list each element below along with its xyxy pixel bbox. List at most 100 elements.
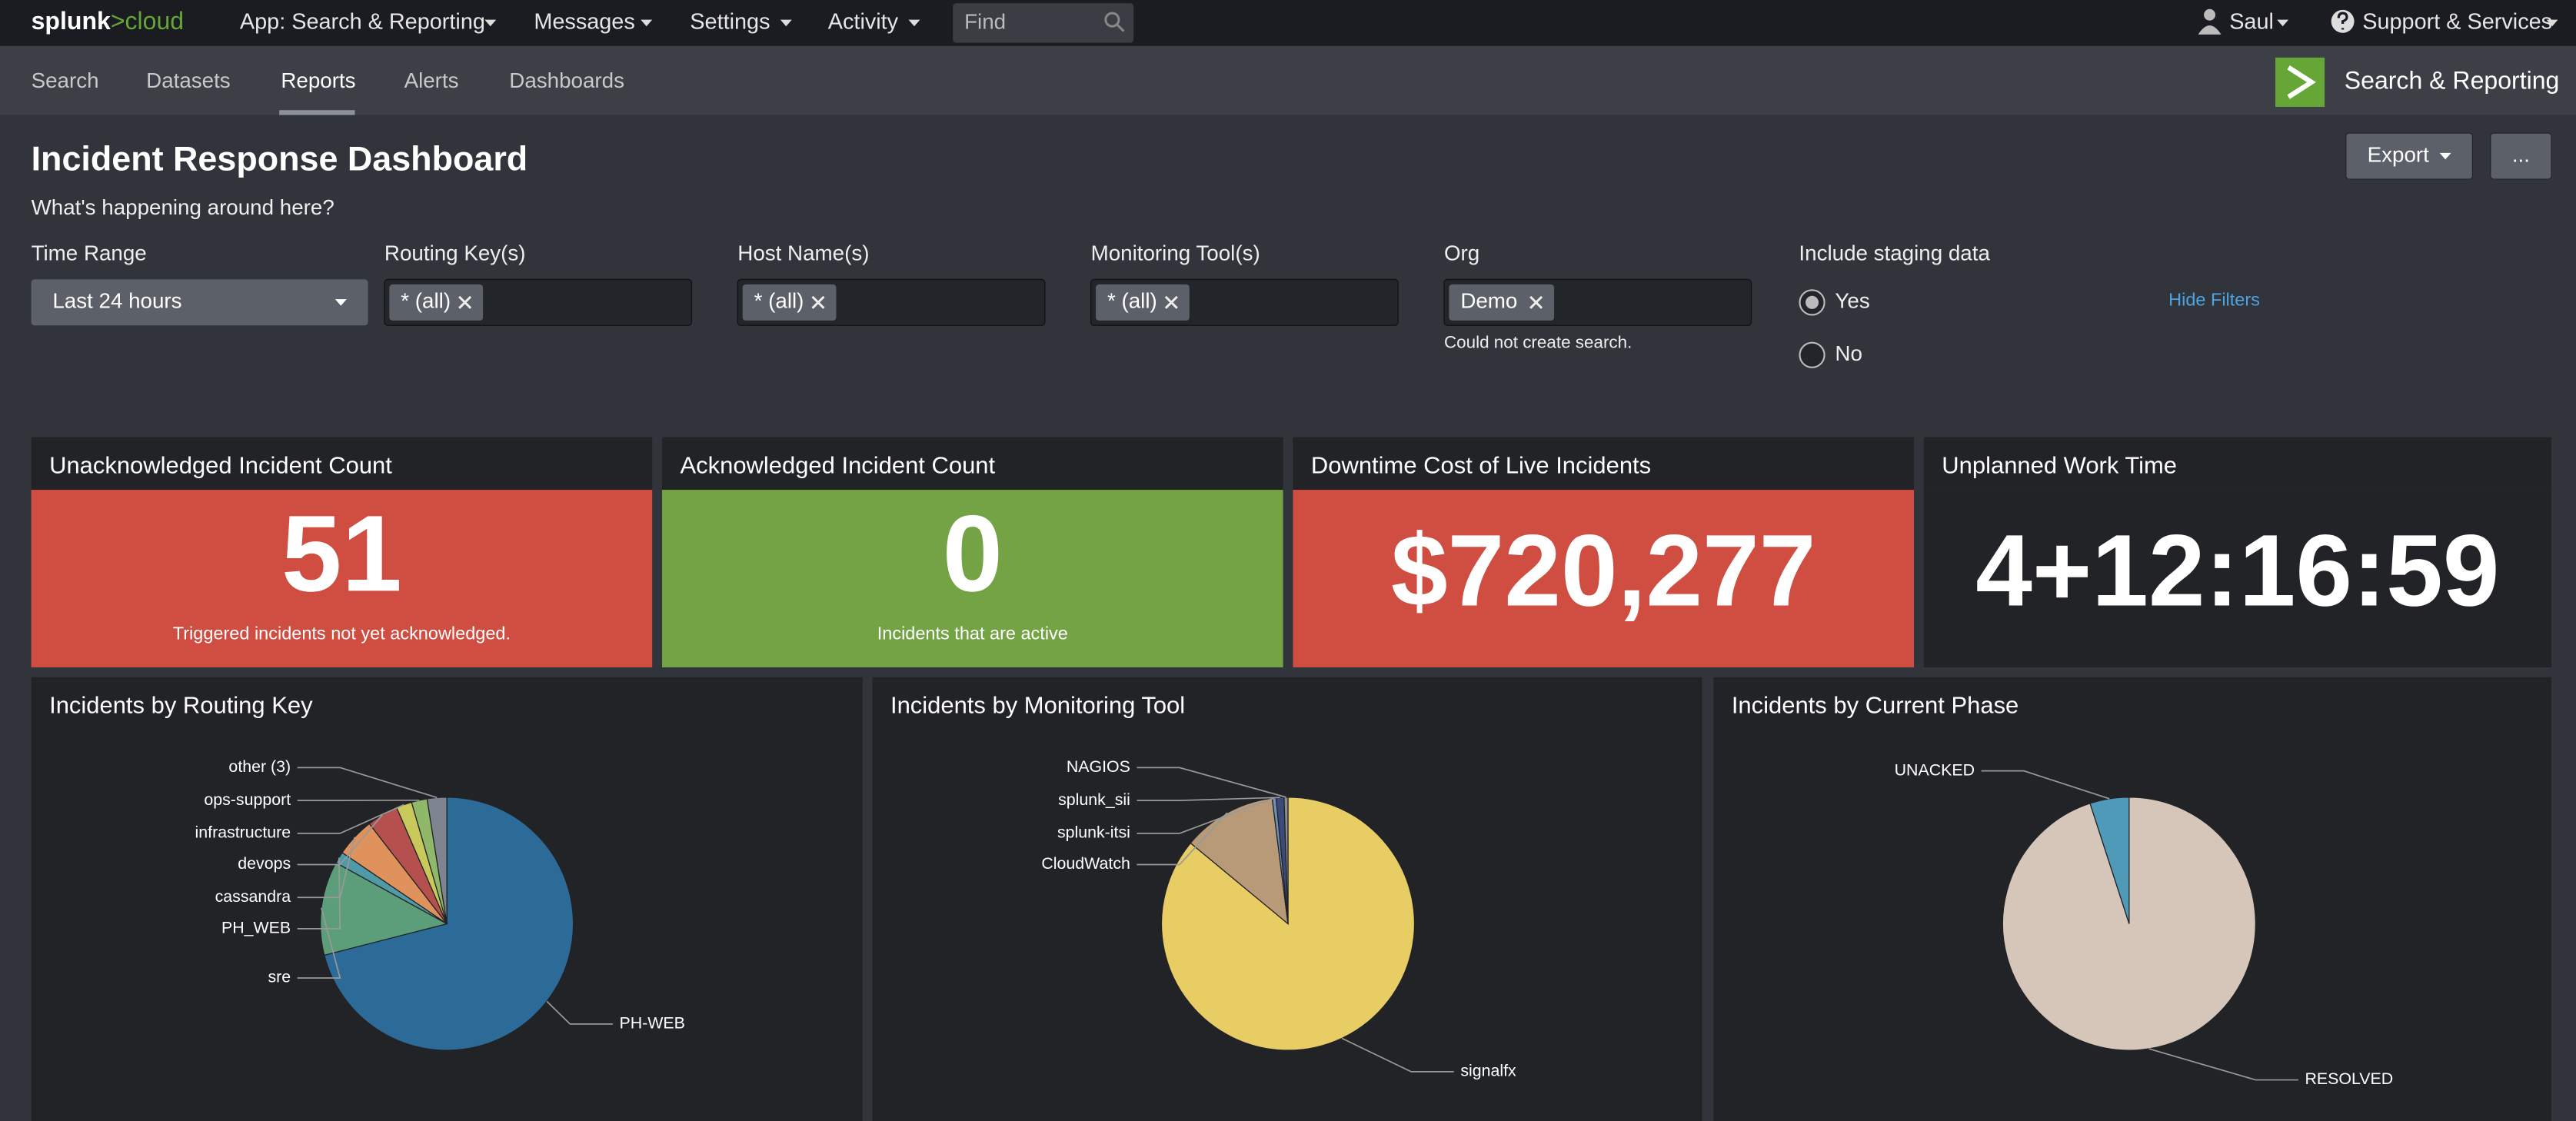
caret — [334, 299, 347, 306]
chart-title: Incidents by Routing Key — [49, 691, 313, 718]
caret — [908, 19, 920, 27]
radio-label[interactable]: Yes — [1835, 289, 1869, 313]
single-value-caption: Triggered incidents not yet acknowledged… — [173, 623, 511, 643]
leader-line — [297, 837, 356, 899]
more-button[interactable] — [2490, 132, 2552, 180]
pie-label: infrastructure — [195, 823, 291, 842]
pie-slice[interactable] — [319, 862, 448, 956]
app-icon — [2275, 57, 2325, 107]
dashboard-description: What's happening around here? — [32, 195, 334, 219]
nav-menu[interactable]: Settings — [690, 10, 770, 35]
filter-label: Routing Key(s) — [384, 241, 526, 265]
chip — [389, 284, 484, 321]
logo[interactable]: splunk>cloud — [32, 7, 185, 35]
nav-menu[interactable]: Messages — [534, 10, 634, 35]
search-icon-handle — [1116, 24, 1125, 32]
pie-label: devops — [238, 854, 291, 873]
pie-slice[interactable] — [324, 797, 574, 1051]
search-placeholder: Find — [964, 9, 1006, 33]
pie-label: PH_WEB — [221, 919, 291, 937]
single-value-bg — [662, 490, 1283, 667]
panel-title: Downtime Cost of Live Incidents — [1311, 451, 1651, 478]
panel-header — [1293, 437, 1914, 491]
export-button[interactable] — [2345, 132, 2473, 180]
tab-bar — [0, 45, 2576, 115]
panel-title: Unplanned Work Time — [1942, 451, 2177, 478]
nav-menu[interactable]: Activity — [828, 10, 899, 35]
leader-line — [1341, 1037, 1454, 1073]
leader-line — [297, 814, 384, 866]
chip-remove[interactable] — [1164, 295, 1178, 309]
chip-label: * (all) — [754, 289, 804, 313]
chip-remove[interactable] — [458, 295, 472, 309]
radio-label[interactable]: No — [1835, 341, 1862, 365]
logo-word: splunk — [32, 7, 111, 35]
pie-slice[interactable] — [2089, 797, 2130, 924]
leader-line — [297, 803, 404, 834]
pie-label: CloudWatch — [1041, 854, 1130, 873]
tab-active-underline — [279, 110, 355, 115]
radio-dot — [1805, 295, 1819, 309]
support-menu[interactable]: Support & Services — [2362, 10, 2552, 35]
search-icon — [1104, 12, 1120, 28]
radio[interactable] — [1799, 341, 1825, 368]
single-value: $720,277 — [1391, 514, 1816, 627]
chip-label: * (all) — [401, 289, 451, 313]
help-icon-mark — [2337, 12, 2348, 30]
pie-label: ops-support — [204, 790, 291, 809]
chip-remove[interactable] — [811, 295, 825, 309]
chip-label: * (all) — [1107, 289, 1157, 313]
caret — [2277, 19, 2289, 27]
pie-slice[interactable] — [426, 797, 448, 924]
single-value: 0 — [943, 492, 1003, 614]
tab[interactable]: Search — [32, 68, 99, 92]
leader-line — [546, 1000, 613, 1025]
chip-label: Demo — [1460, 289, 1517, 313]
tab[interactable]: Alerts — [404, 68, 459, 92]
export-label: Export — [2368, 142, 2430, 166]
dropdown-value: Last 24 hours — [52, 289, 181, 313]
more-label: ... — [2512, 142, 2530, 166]
chip-remove[interactable] — [1529, 295, 1543, 309]
pie-label: NAGIOS — [1067, 757, 1130, 776]
chart-title: Incidents by Current Phase — [1732, 691, 2019, 718]
filter-label: Host Name(s) — [737, 241, 869, 265]
nav-menu[interactable]: App: Search & Reporting — [240, 10, 485, 35]
caret — [780, 19, 792, 27]
single-value: 51 — [281, 492, 402, 614]
leader-line — [297, 857, 341, 930]
single-value-bg — [1293, 490, 1914, 667]
chip — [1449, 284, 1555, 321]
panel-header — [1923, 437, 2551, 491]
tab[interactable]: Datasets — [146, 68, 231, 92]
tab[interactable]: Dashboards — [509, 68, 624, 92]
leader-line — [1137, 767, 1286, 798]
hide-filters-link[interactable]: Hide Filters — [2168, 289, 2260, 309]
chip — [742, 284, 837, 321]
filter-note: Could not create search. — [1444, 333, 1632, 352]
pie-label: splunk-itsi — [1057, 823, 1130, 842]
caret — [2546, 19, 2558, 27]
pie-label: other (3) — [228, 757, 291, 776]
single-value-bg — [1923, 490, 2551, 667]
dropdown[interactable] — [31, 279, 368, 326]
leader-line — [1137, 797, 1275, 834]
panel-header — [662, 437, 1283, 491]
panel-header — [31, 437, 653, 491]
pie-label: RESOLVED — [2305, 1069, 2393, 1088]
panel-title: Acknowledged Incident Count — [681, 451, 996, 478]
leader-line — [297, 767, 438, 799]
panel-title: Unacknowledged Incident Count — [49, 451, 392, 478]
leader-line — [2148, 1048, 2298, 1081]
single-value: 4+12:16:59 — [1975, 514, 2499, 627]
pie-label: cassandra — [215, 887, 291, 906]
tab[interactable]: Reports — [281, 68, 355, 92]
pie-label: signalfx — [1460, 1062, 1516, 1080]
user-menu[interactable]: Saul — [2229, 10, 2274, 35]
pie-label: splunk_sii — [1058, 790, 1130, 809]
caret — [641, 19, 653, 27]
search-box[interactable] — [953, 3, 1134, 43]
leader-line — [297, 907, 341, 979]
